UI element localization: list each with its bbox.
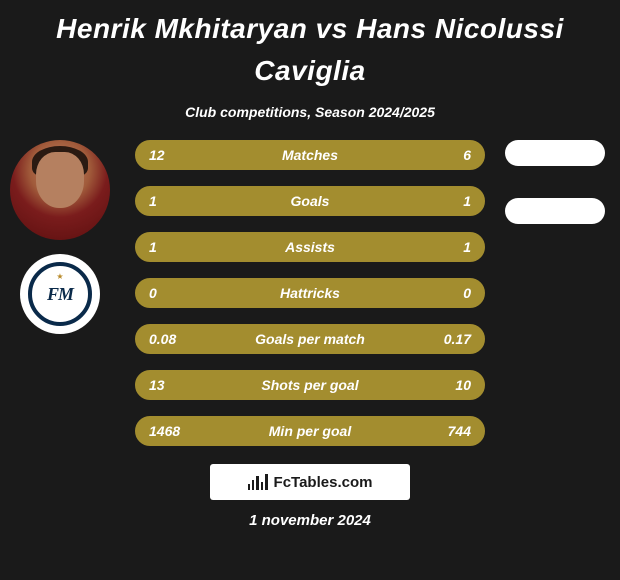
stat-left-value: 0: [149, 285, 193, 301]
stat-row: 12Matches6: [135, 140, 485, 170]
star-icon: ★: [56, 272, 63, 281]
comparison-card: Henrik Mkhitaryan vs Hans Nicolussi Cavi…: [0, 0, 620, 580]
stat-label: Matches: [193, 147, 427, 163]
season-subtitle: Club competitions, Season 2024/2025: [0, 104, 620, 120]
stat-label: Assists: [193, 239, 427, 255]
stat-left-value: 1: [149, 239, 193, 255]
stat-left-value: 1: [149, 193, 193, 209]
club-logo-inner: ★ FM: [28, 262, 92, 326]
stat-label: Hattricks: [193, 285, 427, 301]
stat-label: Min per goal: [193, 423, 427, 439]
stat-right-value: 1: [427, 239, 471, 255]
stat-left-value: 1468: [149, 423, 193, 439]
content-area: ★ FM 12Matches61Goals11Assists10Hattrick…: [0, 140, 620, 446]
player-photo-left: [10, 140, 110, 240]
left-player-column: ★ FM: [10, 140, 110, 334]
stat-left-value: 12: [149, 147, 193, 163]
stat-left-value: 0.08: [149, 331, 193, 347]
stat-row: 1468Min per goal744: [135, 416, 485, 446]
stat-right-value: 0: [427, 285, 471, 301]
brand-text: FcTables.com: [274, 474, 373, 491]
club-logo-initials: FM: [47, 284, 73, 305]
stat-right-value: 744: [427, 423, 471, 439]
stat-right-value: 6: [427, 147, 471, 163]
stat-row: 0Hattricks0: [135, 278, 485, 308]
stat-label: Shots per goal: [193, 377, 427, 393]
stat-right-value: 1: [427, 193, 471, 209]
stat-row: 1Goals1: [135, 186, 485, 216]
right-player-column: [500, 140, 610, 224]
stat-row: 13Shots per goal10: [135, 370, 485, 400]
snapshot-date: 1 november 2024: [0, 512, 620, 529]
page-title: Henrik Mkhitaryan vs Hans Nicolussi Cavi…: [0, 8, 620, 92]
stat-row: 1Assists1: [135, 232, 485, 262]
brand-badge: FcTables.com: [210, 464, 410, 500]
club-logo-placeholder-right: [505, 198, 605, 224]
stat-row: 0.08Goals per match0.17: [135, 324, 485, 354]
stat-right-value: 10: [427, 377, 471, 393]
stat-right-value: 0.17: [427, 331, 471, 347]
club-logo-left: ★ FM: [20, 254, 100, 334]
player-photo-placeholder-right: [505, 140, 605, 166]
stat-left-value: 13: [149, 377, 193, 393]
bar-chart-icon: [248, 474, 268, 490]
stats-table: 12Matches61Goals11Assists10Hattricks00.0…: [135, 140, 485, 446]
stat-label: Goals per match: [193, 331, 427, 347]
stat-label: Goals: [193, 193, 427, 209]
